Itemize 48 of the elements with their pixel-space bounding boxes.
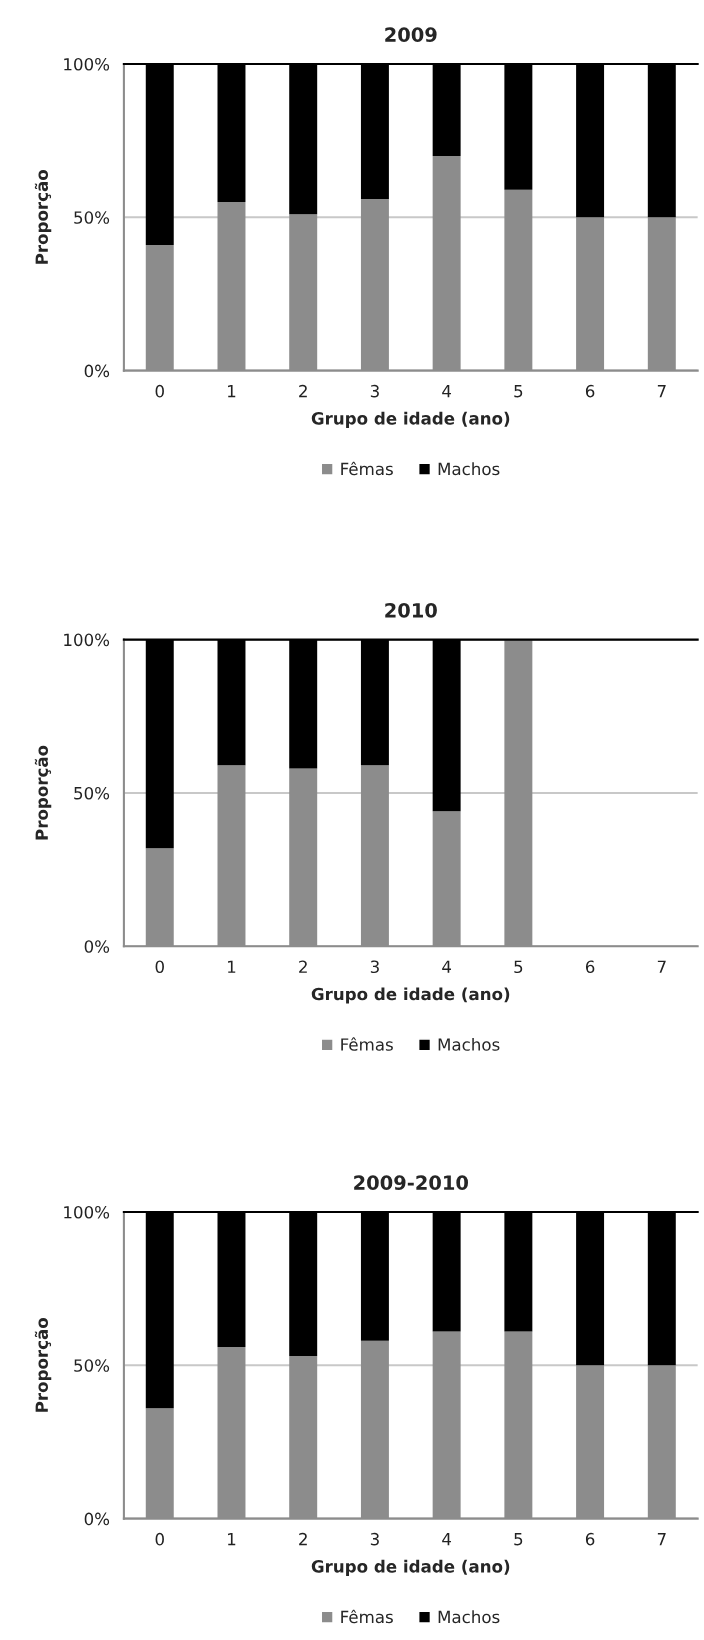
x-tick-label: 2 <box>299 384 307 398</box>
y-tick-label: 50% <box>74 211 110 224</box>
x-tick-label: 3 <box>370 960 379 974</box>
y-tick-label: 50% <box>74 1359 110 1372</box>
legend-label: Fêmas <box>341 1037 393 1051</box>
x-tick-label: 5 <box>514 385 523 398</box>
x-tick-label: 2 <box>299 960 307 973</box>
y-tick-label: 0% <box>84 1512 110 1526</box>
x-tick-label: 0 <box>155 960 164 974</box>
chart-title: 2010 <box>385 602 437 618</box>
legend-label: Machos <box>438 1037 500 1051</box>
x-tick-label: 3 <box>370 384 379 398</box>
y-tick-label: 0% <box>84 364 110 378</box>
x-tick-label: 6 <box>585 1532 595 1546</box>
x-tick-label: 4 <box>442 960 452 973</box>
x-axis-title: Grupo de idade (ano) <box>311 1559 510 1576</box>
y-axis-title: Proporção <box>34 1317 52 1412</box>
x-tick-label: 1 <box>228 960 236 973</box>
y-tick-label: 100% <box>64 633 110 647</box>
x-tick-label: 1 <box>228 1533 236 1546</box>
x-tick-label: 5 <box>514 960 523 974</box>
x-axis-title: Grupo de idade (ano) <box>311 411 510 428</box>
x-tick-label: 5 <box>514 1533 523 1546</box>
legend-label: Fêmas <box>341 1609 393 1624</box>
x-tick-label: 7 <box>657 385 666 398</box>
legend-label: Machos <box>438 462 500 476</box>
y-tick-label: 100% <box>64 1205 110 1219</box>
x-tick-label: 1 <box>228 385 236 398</box>
y-tick-label: 50% <box>74 786 110 800</box>
x-tick-label: 2 <box>299 1532 307 1546</box>
x-tick-label: 7 <box>657 1533 666 1546</box>
x-axis-title: Grupo de idade (ano) <box>311 987 510 1004</box>
y-tick-label: 100% <box>64 57 110 71</box>
chart-title: 2009-2010 <box>354 1175 469 1191</box>
y-tick-label: 0% <box>84 940 110 953</box>
x-tick-label: 0 <box>155 1532 164 1546</box>
x-tick-label: 4 <box>442 385 452 398</box>
chart-title: 2009 <box>385 27 437 43</box>
x-tick-label: 6 <box>585 960 595 974</box>
x-tick-label: 0 <box>155 384 164 398</box>
x-tick-label: 7 <box>657 960 666 973</box>
legend-label: Machos <box>438 1610 500 1624</box>
x-tick-label: 4 <box>442 1533 452 1546</box>
legend-label: Fêmas <box>341 461 393 476</box>
x-tick-label: 6 <box>585 384 595 398</box>
x-tick-label: 3 <box>370 1532 379 1546</box>
y-axis-title: Proporção <box>34 169 52 264</box>
y-axis-title: Proporção <box>34 745 52 840</box>
